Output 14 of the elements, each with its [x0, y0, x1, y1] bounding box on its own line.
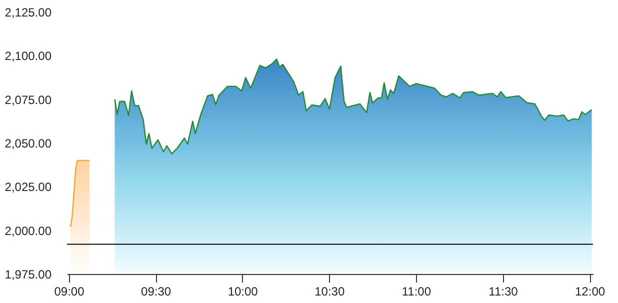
y-tick-label: 2,050.00: [4, 136, 52, 150]
y-tick-label: 2,100.00: [4, 49, 52, 64]
y-tick-label: 2,075.00: [4, 92, 52, 107]
y-tick-label: 2,025.00: [4, 180, 52, 194]
x-tick-label: 09:00: [54, 284, 85, 298]
x-tick-label: 10:30: [314, 284, 345, 298]
y-tick-label: 2,000.00: [4, 224, 52, 238]
x-tick-label: 11:30: [488, 284, 518, 298]
x-tick-label: 12:00: [575, 284, 606, 298]
x-tick-label: 11:00: [402, 284, 432, 298]
y-tick-label: 1,975.00: [4, 268, 52, 282]
x-tick-label: 09:30: [141, 284, 172, 298]
x-tick-label: 10:00: [228, 284, 258, 298]
y-tick-label: 2,125.00: [4, 6, 52, 20]
